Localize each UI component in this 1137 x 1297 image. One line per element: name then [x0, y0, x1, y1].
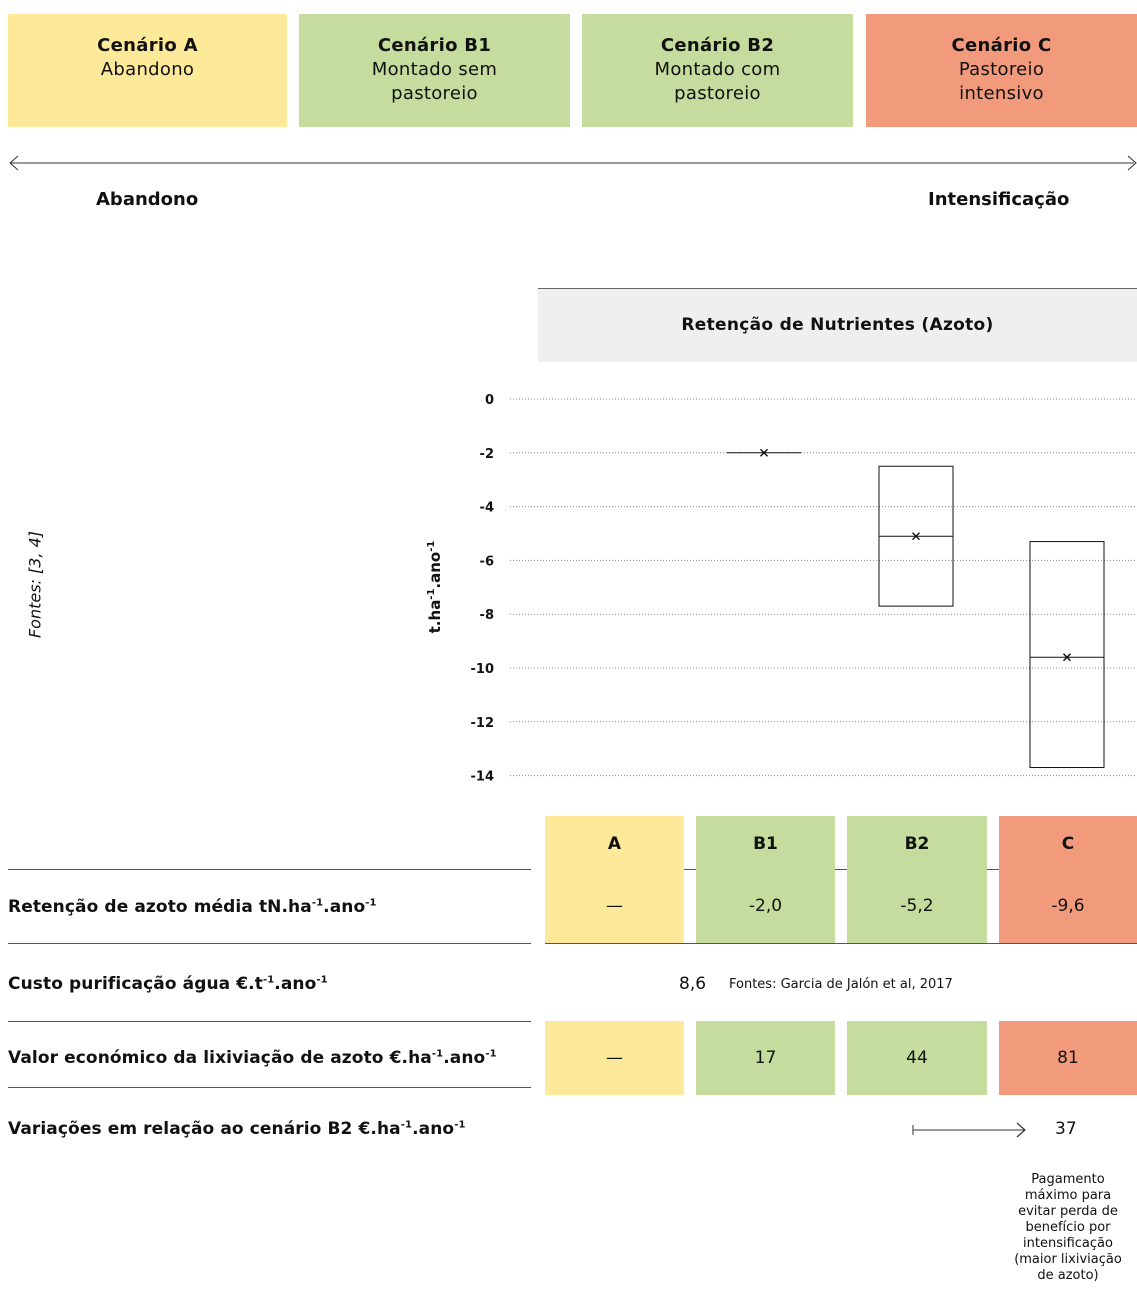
- row-variacoes-mid: .ano: [412, 1119, 455, 1139]
- row-retencao-b2: -5,2: [847, 869, 987, 943]
- row-retencao-c: -9,6: [999, 869, 1137, 943]
- scenario-b1-desc-1: Montado sem: [371, 59, 498, 80]
- chart-title: Retenção de Nutrientes (Azoto): [538, 288, 1137, 362]
- mean-marker-b2: [912, 532, 920, 541]
- box-chart: 0 -2 -4 -6 -8 -10 -12 -14: [471, 393, 1137, 785]
- row-retencao-sup2: -1: [365, 897, 377, 909]
- row-valor-sup1: -1: [431, 1048, 444, 1060]
- row-variacoes-value: 37: [1055, 1119, 1077, 1139]
- row-valor-b2: 44: [847, 1021, 987, 1095]
- scenario-b2-desc-2: pastoreio: [674, 83, 761, 104]
- scenario-b1-desc-2: pastoreio: [391, 83, 478, 104]
- table-line-2: [8, 943, 531, 944]
- payment-note-line: intensificação: [1023, 1236, 1113, 1251]
- row-custo-sup2: -1: [316, 974, 328, 986]
- row-custo-label: Custo purificação água €.t-1.ano-1: [8, 974, 328, 994]
- scenario-b1-title: Cenário B1: [377, 35, 492, 56]
- row-custo-sup1: -1: [262, 974, 275, 986]
- table-line-4: [8, 1087, 531, 1088]
- row-custo-text: Custo purificação água €.t: [8, 974, 263, 994]
- payment-note-line: benefício por: [1025, 1220, 1111, 1235]
- payment-note-line: evitar perda de: [1018, 1204, 1118, 1219]
- table-line-1: [8, 869, 531, 870]
- payment-note-line: máximo para: [1024, 1188, 1112, 1203]
- table-line-1b: [545, 869, 1137, 870]
- scenario-b2-title: Cenário B2: [660, 35, 775, 56]
- row-retencao-a: —: [545, 869, 684, 943]
- payment-note-line: Pagamento: [1031, 1172, 1105, 1187]
- row-valor-text: Valor económico da lixiviação de azoto €…: [8, 1048, 432, 1068]
- row-valor-c: 81: [999, 1021, 1137, 1095]
- row-custo-mid: .ano: [274, 974, 317, 994]
- y-tick-label: -12: [471, 716, 495, 731]
- y-tick-label: 0: [485, 393, 494, 408]
- row-valor-a: —: [545, 1021, 684, 1095]
- scenario-b2-desc-1: Montado com: [654, 59, 781, 80]
- row-variacoes-label: Variações em relação ao cenário B2 €.ha-…: [8, 1119, 466, 1139]
- row-retencao-text: Retenção de azoto média tN.ha: [8, 897, 312, 917]
- row-custo-source: Fontes: Garcia de Jalón et al, 2017: [729, 977, 953, 992]
- row-valor-b1: 17: [696, 1021, 835, 1095]
- axis-label-abandono: Abandono: [96, 189, 199, 210]
- payment-note-line: de azoto): [1037, 1268, 1099, 1283]
- table-header-c: C: [999, 816, 1137, 870]
- row-valor-mid: .ano: [443, 1048, 486, 1068]
- scenario-a-title: Cenário A: [97, 35, 198, 56]
- axis-label-intensificacao: Intensificação: [928, 189, 1070, 210]
- y-tick-label: -2: [480, 447, 494, 462]
- row-variacoes-text: Variações em relação ao cenário B2 €.ha: [8, 1119, 401, 1139]
- y-tick-label: -8: [480, 608, 494, 623]
- scenario-b1-box: Cenário B1 Montado sem pastoreio: [299, 14, 570, 127]
- mean-marker-c: [1063, 653, 1071, 662]
- row-custo-value: 8,6: [679, 974, 707, 994]
- scenario-c-box: Cenário C Pastoreio intensivo: [866, 14, 1137, 127]
- row-variacoes-sup1: -1: [400, 1119, 413, 1131]
- row-retencao-mid: .ano: [323, 897, 366, 917]
- y-tick-label: -6: [480, 554, 494, 569]
- scenario-a-box: Cenário A Abandono: [8, 14, 287, 127]
- y-tick-label: -14: [471, 770, 495, 785]
- row-valor-label: Valor económico da lixiviação de azoto €…: [8, 1048, 497, 1068]
- table-line-2b: [545, 943, 1137, 944]
- scenario-c-desc-2: intensivo: [959, 83, 1044, 104]
- payment-note: Pagamento máximo para evitar perda de be…: [990, 1172, 1137, 1284]
- variation-arrow: [912, 1122, 1026, 1138]
- scenario-a-desc: Abandono: [100, 59, 195, 80]
- mean-marker-b1: [760, 448, 768, 457]
- scenario-c-desc-1: Pastoreio: [958, 59, 1045, 80]
- y-tick-label: -10: [471, 662, 495, 677]
- row-retencao-label: Retenção de azoto média tN.ha-1.ano-1: [8, 897, 377, 917]
- scenario-c-title: Cenário C: [951, 35, 1052, 56]
- scenario-b2-box: Cenário B2 Montado com pastoreio: [582, 14, 853, 127]
- row-retencao-sup1: -1: [311, 897, 324, 909]
- payment-note-line: (maior lixiviação: [1014, 1252, 1122, 1267]
- row-variacoes-sup2: -1: [454, 1119, 466, 1131]
- table-header-b1: B1: [696, 816, 835, 870]
- row-retencao-b1: -2,0: [696, 869, 835, 943]
- box-c: [1029, 541, 1105, 769]
- row-valor-sup2: -1: [485, 1048, 497, 1060]
- y-tick-label: -4: [480, 501, 494, 516]
- table-header-a: A: [545, 816, 684, 870]
- table-header-b2: B2: [847, 816, 987, 870]
- intensification-arrow: [9, 155, 1137, 171]
- table-line-3: [8, 1021, 531, 1022]
